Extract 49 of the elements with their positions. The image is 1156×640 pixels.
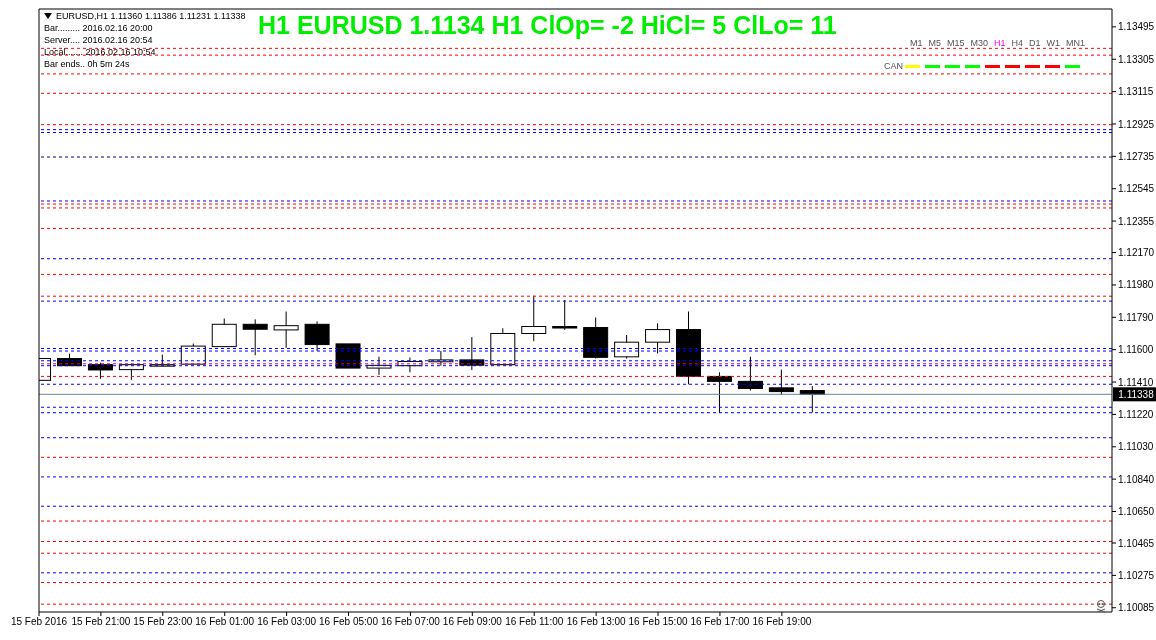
- x-tick-label: 16 Feb 05:00: [319, 616, 379, 628]
- y-tick-label: 1.10465: [1118, 537, 1155, 549]
- x-tick-label: 16 Feb 17:00: [690, 616, 750, 628]
- annotation: MN1: [1066, 38, 1086, 48]
- y-tick-label: 1.11600: [1118, 344, 1154, 356]
- y-tick-label: 1.10085: [1118, 602, 1155, 614]
- x-tick-label: 16 Feb 19:00: [752, 616, 812, 628]
- ref-line-label: 1.11338: [1118, 389, 1155, 401]
- annotation: M30: [970, 38, 989, 48]
- annotation: Bar......... 2016.02.16 20:00: [44, 22, 153, 34]
- y-tick-label: 1.11790: [1118, 311, 1154, 323]
- y-tick-label: 1.12355: [1118, 215, 1155, 227]
- x-tick-label: 16 Feb 15:00: [628, 616, 688, 628]
- y-tick-label: 1.12545: [1118, 183, 1155, 195]
- annotation: M1: [910, 38, 923, 48]
- y-tick-label: 1.11410: [1118, 376, 1154, 388]
- annotation: Local....... 2016.02.16 10:54: [44, 46, 156, 58]
- x-tick-label: 15 Feb 23:00: [133, 616, 193, 628]
- y-tick-label: 1.10650: [1118, 506, 1155, 518]
- y-tick-label: 1.13305: [1118, 53, 1155, 65]
- x-tick-label: 16 Feb 13:00: [566, 616, 627, 628]
- annotation: W1: [1046, 38, 1061, 48]
- x-tick-label: 15 Feb 21:00: [71, 616, 131, 628]
- y-tick-label: 1.12735: [1118, 150, 1155, 162]
- y-tick-label: 1.11980: [1118, 279, 1154, 291]
- y-tick-label: 1.10840: [1118, 473, 1155, 485]
- x-tick-label: 16 Feb 01:00: [195, 616, 255, 628]
- y-tick-label: 1.11030: [1118, 441, 1154, 453]
- y-tick-label: 1.12170: [1118, 247, 1155, 259]
- annotation: EURUSD,H1 1.11360 1.11386 1.11231 1.11338: [56, 10, 246, 22]
- x-tick-label: 16 Feb 07:00: [380, 616, 441, 628]
- x-tick-label: 16 Feb 03:00: [257, 616, 317, 628]
- annotation: M15: [947, 38, 965, 48]
- annotation: Server.... 2016.02.16 20:54: [44, 34, 153, 46]
- x-tick-label: 16 Feb 11:00: [505, 616, 564, 628]
- y-tick-label: 1.13115: [1118, 86, 1154, 98]
- annotation: Bar ends.. 0h 5m 24s: [44, 58, 130, 70]
- annotation: CAN: [884, 61, 904, 71]
- y-tick-label: 1.12925: [1118, 118, 1155, 130]
- x-tick-label: 16 Feb 09:00: [442, 616, 503, 628]
- annotation: D1: [1029, 38, 1041, 48]
- annotation: M5: [928, 38, 942, 48]
- y-tick-label: 1.10275: [1118, 569, 1155, 581]
- y-tick-label: 1.13495: [1118, 21, 1155, 33]
- y-tick-label: 1.11220: [1118, 408, 1154, 420]
- chart-title: H1 EURUSD 1.1134 H1 ClOp= -2 HiCl= 5 ClLo= 11: [258, 11, 837, 40]
- annotation: H1: [994, 38, 1006, 48]
- annotation: H4: [1011, 38, 1024, 48]
- x-tick-label: 15 Feb 2016: [10, 616, 68, 628]
